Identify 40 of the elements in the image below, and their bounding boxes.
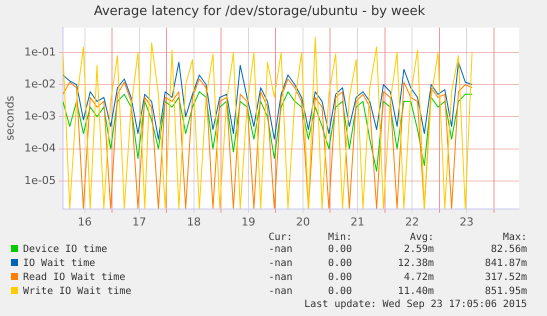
x-tick-label: 22	[405, 215, 420, 228]
y-tick-label: 1e-04	[24, 142, 56, 155]
y-tick-label: 1e-02	[24, 78, 56, 91]
text: Max:	[502, 232, 528, 243]
text: -nan	[267, 243, 294, 257]
x-tick-label: 19	[241, 215, 256, 228]
text: Avg:	[408, 232, 435, 243]
legend-label: IO Wait time	[22, 257, 96, 271]
x-tick-label: 16	[78, 215, 92, 228]
x-tick-label: 18	[186, 215, 201, 228]
x-tick-label: 23	[460, 215, 474, 228]
legend-label: Device IO time	[22, 243, 108, 257]
text: 0.00	[326, 257, 354, 271]
y-tick-label: 1e-01	[24, 45, 56, 58]
text: 0.00	[326, 271, 354, 285]
y-axis-title: seconds	[3, 95, 16, 141]
legend-label: Write IO Wait time	[22, 285, 132, 299]
text: -nan	[267, 271, 294, 285]
text: 317.52m	[484, 271, 528, 285]
text: 0.00	[326, 285, 354, 299]
text: 82.56m	[490, 243, 528, 257]
x-tick-label: 20	[296, 215, 310, 228]
y-tick-label: 1e-05	[24, 174, 56, 187]
text: -nan	[267, 257, 294, 271]
text: 851.95m	[484, 285, 528, 299]
y-tick-label: 1e-03	[24, 110, 56, 123]
text: 11.40m	[396, 285, 435, 299]
text: -nan	[267, 285, 294, 299]
text: Last update: Wed Sep 23 17:05:06 2015	[303, 299, 528, 310]
chart-title: Average latency for /dev/storage/ubuntu - by week	[94, 4, 426, 20]
x-tick-label: 21	[350, 215, 365, 228]
text: 12.38m	[396, 257, 435, 271]
x-tick-label: 17	[132, 215, 146, 228]
text: 841.87m	[484, 257, 528, 271]
text: 2.59m	[402, 243, 435, 257]
text: Cur:	[267, 232, 294, 243]
text: 0.00	[326, 243, 354, 257]
text: 4.72m	[402, 271, 435, 285]
legend-label: Read IO Wait time	[22, 271, 126, 285]
text: Min:	[326, 232, 354, 243]
